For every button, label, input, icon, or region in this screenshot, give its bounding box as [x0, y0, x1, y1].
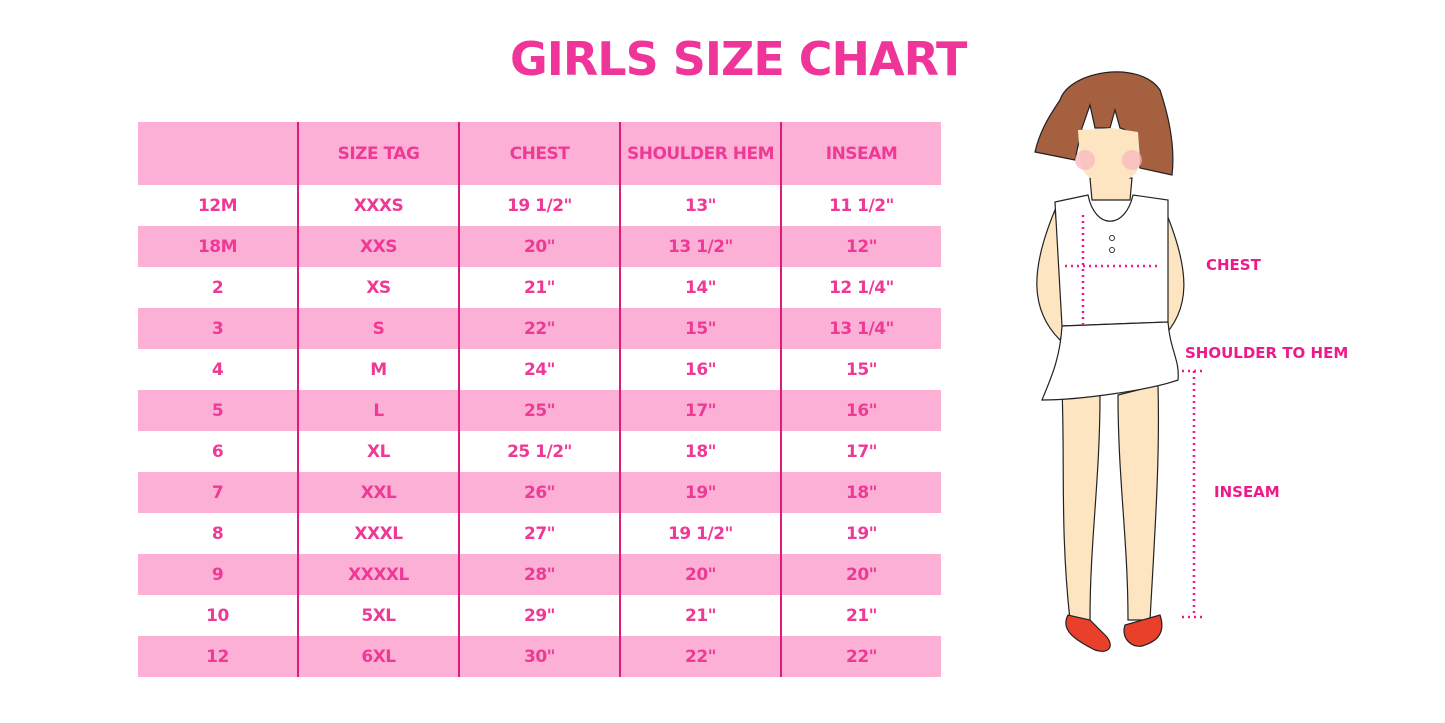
table-cell: 29" [458, 595, 620, 636]
table-row: 6 XL 25 1/2" 18" 17" [138, 431, 941, 472]
column-header: SHOULDER HEM [619, 122, 781, 185]
table-row: 10 5XL 29" 21" 21" [138, 595, 941, 636]
table-cell: 16" [619, 349, 781, 390]
table-cell: 18" [780, 472, 941, 513]
table-cell: L [297, 390, 459, 431]
table-cell: 12M [197, 195, 238, 216]
table-cell: 15" [780, 349, 941, 390]
table-cell: 19" [619, 472, 781, 513]
girl-measurement-illustration: CHEST SHOULDER TO HEM INSEAM [1020, 60, 1380, 674]
table-cell: 7 [211, 482, 224, 503]
page-title: GIRLS SIZE CHART [510, 32, 967, 86]
table-cell: XXXS [297, 185, 459, 226]
table-cell: 30" [458, 636, 620, 677]
table-cell: 25 1/2" [458, 431, 620, 472]
table-cell: 22" [619, 636, 781, 677]
table-cell: 5 [211, 400, 224, 421]
table-cell: 14" [619, 267, 781, 308]
table-cell: XL [297, 431, 459, 472]
table-row: 9 XXXXL 28" 20" 20" [138, 554, 941, 595]
table-cell: 20" [619, 554, 781, 595]
table-row: 18M XXS 20" 13 1/2" 12" [138, 226, 941, 267]
table-row: 7 XXL 26" 19" 18" [138, 472, 941, 513]
table-cell: 24" [458, 349, 620, 390]
table-cell: 6 [211, 441, 224, 462]
table-cell: 22" [780, 636, 941, 677]
table-cell: 6XL [297, 636, 459, 677]
table-row: 8 XXXL 27" 19 1/2" 19" [138, 513, 941, 554]
table-cell: 22" [458, 308, 620, 349]
table-cell: 19" [780, 513, 941, 554]
table-cell: 21" [780, 595, 941, 636]
table-cell: 10 [206, 605, 229, 626]
table-cell: 12 [206, 646, 229, 667]
table-cell: 2 [211, 277, 224, 298]
column-header: SIZE TAG [297, 122, 459, 185]
table-cell: XXS [297, 226, 459, 267]
table-cell: 13" [619, 185, 781, 226]
table-cell: 18M [197, 236, 238, 257]
table-cell: 9 [211, 564, 224, 585]
table-cell: 13 1/2" [619, 226, 781, 267]
table-cell: 4 [211, 359, 224, 380]
table-cell: S [297, 308, 459, 349]
table-cell: 20" [458, 226, 620, 267]
table-cell: XXXL [297, 513, 459, 554]
size-table: SIZE TAG CHEST SHOULDER HEM INSEAM 12M XXXS 1… [138, 122, 941, 677]
column-header [138, 122, 298, 185]
column-header: INSEAM [780, 122, 941, 185]
table-row: 4 M 24" 16" 15" [138, 349, 941, 390]
shoulder-to-hem-label: SHOULDER TO HEM [1185, 344, 1349, 362]
table-row: 3 S 22" 15" 13 1/4" [138, 308, 941, 349]
table-cell: 28" [458, 554, 620, 595]
table-cell: 21" [458, 267, 620, 308]
table-cell: 3 [211, 318, 224, 339]
table-cell: 11 1/2" [780, 185, 941, 226]
table-cell: 20" [780, 554, 941, 595]
table-cell: 21" [619, 595, 781, 636]
table-cell: 19 1/2" [619, 513, 781, 554]
table-cell: 18" [619, 431, 781, 472]
chest-label: CHEST [1206, 256, 1261, 274]
table-cell: 5XL [297, 595, 459, 636]
table-cell: XS [297, 267, 459, 308]
table-cell: 26" [458, 472, 620, 513]
inseam-label: INSEAM [1214, 483, 1280, 501]
table-header-row: SIZE TAG CHEST SHOULDER HEM INSEAM [138, 122, 941, 185]
table-cell: 12 1/4" [780, 267, 941, 308]
table-cell: 19 1/2" [458, 185, 620, 226]
column-header: CHEST [458, 122, 620, 185]
table-cell: M [297, 349, 459, 390]
table-row: 5 L 25" 17" 16" [138, 390, 941, 431]
table-cell: XXXXL [297, 554, 459, 595]
table-cell: 8 [211, 523, 224, 544]
table-cell: 12" [780, 226, 941, 267]
table-cell: 15" [619, 308, 781, 349]
table-cell: 27" [458, 513, 620, 554]
table-row: 12 6XL 30" 22" 22" [138, 636, 941, 677]
table-row: 2 XS 21" 14" 12 1/4" [138, 267, 941, 308]
table-cell: 16" [780, 390, 941, 431]
table-cell: 17" [780, 431, 941, 472]
table-cell: XXL [297, 472, 459, 513]
table-cell: 17" [619, 390, 781, 431]
table-cell: 13 1/4" [780, 308, 941, 349]
table-row: 12M XXXS 19 1/2" 13" 11 1/2" [138, 185, 941, 226]
table-cell: 25" [458, 390, 620, 431]
